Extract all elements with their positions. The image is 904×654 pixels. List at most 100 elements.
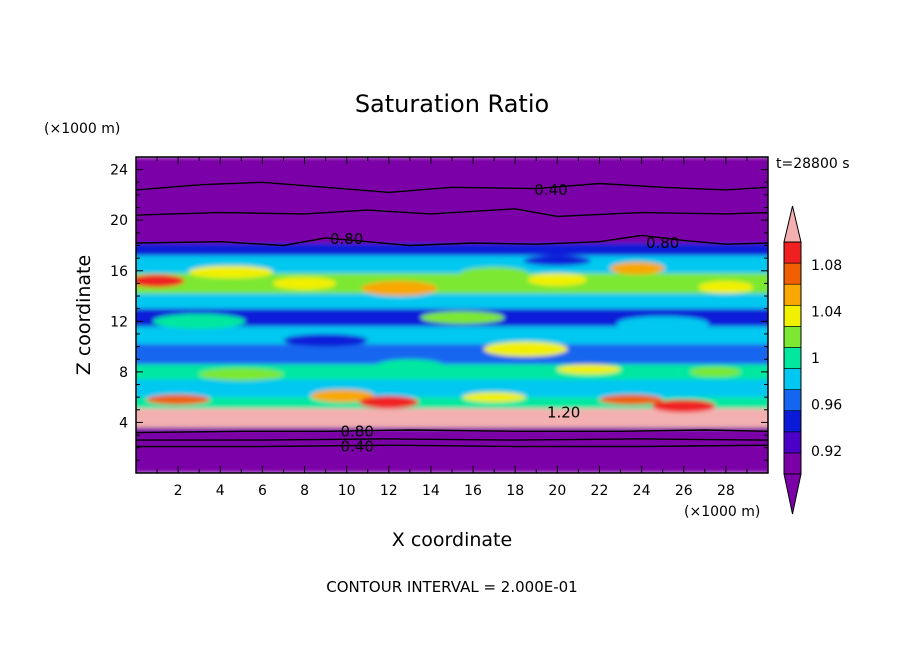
contour-line-4 — [136, 438, 768, 441]
field-cell-2 — [272, 277, 337, 290]
colorbar-swatch-5 — [783, 347, 802, 369]
colorbar-frame — [783, 241, 802, 475]
y-tick-label: 12 — [110, 314, 128, 330]
colorbar: 0.92 0.96 1 1.04 1.08 — [783, 205, 842, 515]
x-unit-label: (×1000 m) — [684, 504, 760, 520]
field-cell-20 — [462, 392, 526, 403]
contour-line-3 — [136, 429, 768, 434]
colorbar-swatch-10 — [783, 241, 802, 264]
y-tick-label: 4 — [119, 415, 128, 431]
field-cell-11 — [283, 333, 368, 347]
field-cell-5 — [527, 273, 587, 286]
y-tick-label: 24 — [110, 163, 128, 179]
field-layer-6 — [136, 344, 768, 365]
contour-line-2 — [136, 234, 768, 247]
x-tick-label: 2 — [174, 483, 183, 499]
contour-interval-note: CONTOUR INTERVAL = 2.000E-01 — [326, 578, 577, 596]
field-layer-12 — [136, 242, 768, 256]
field-cell-14 — [199, 368, 284, 381]
y-tick-label: 16 — [110, 264, 128, 280]
field-layer-9 — [136, 293, 768, 309]
contour-line-0 — [136, 181, 768, 194]
contour-line-1 — [136, 208, 768, 218]
field-cell-6 — [610, 261, 665, 275]
field-layer-4 — [136, 379, 768, 398]
field-cell-3 — [361, 280, 438, 297]
y-axis-label: Z coordinate — [73, 255, 95, 375]
field-layer-0 — [136, 427, 768, 473]
colorbar-swatch-8 — [783, 283, 802, 306]
contour-label-1: 0.80 — [330, 230, 363, 248]
field-layer-1 — [136, 419, 768, 428]
field-layer-13 — [136, 157, 768, 243]
colorbar-swatch-9 — [783, 262, 802, 285]
colorbar-tick-label: 0.92 — [811, 444, 842, 460]
x-tick-label: 4 — [216, 483, 225, 499]
colorbar-under-arrow — [783, 473, 802, 515]
field-cell-18 — [310, 389, 375, 403]
field-layer-3 — [136, 397, 768, 409]
field-cell-7 — [698, 280, 754, 294]
field-cell-19 — [359, 395, 419, 409]
colorbar-swatch-1 — [783, 431, 802, 454]
contour-labels: 0.400.80 0.801.200.800.40 — [330, 181, 679, 456]
chart-title: Saturation Ratio — [355, 90, 549, 118]
colorbar-tick-label: 1.08 — [811, 258, 842, 274]
contour-label-0: 0.40 — [534, 181, 567, 199]
colorbar-swatch-3 — [783, 389, 802, 412]
colorbar-over-arrow — [783, 205, 802, 243]
x-tick-label: 8 — [300, 483, 309, 499]
field-cell-13 — [376, 359, 444, 372]
x-tick-label: 28 — [717, 483, 735, 499]
colorbar-swatch-4 — [783, 368, 802, 390]
contour-label-5: 0.40 — [340, 437, 373, 455]
x-tick-label: 22 — [591, 483, 609, 499]
colorbar-swatch-0 — [783, 452, 802, 475]
field-layer-2 — [136, 408, 768, 420]
field-bands — [136, 157, 768, 473]
field-cell-4 — [460, 266, 528, 280]
contour-label-2: 0.80 — [646, 234, 679, 252]
field-cell-16 — [690, 366, 741, 377]
field-cell-10 — [616, 316, 710, 332]
colorbar-swatch-6 — [783, 326, 802, 348]
x-tick-label: 20 — [548, 483, 566, 499]
field-cell-1 — [188, 265, 273, 279]
x-tick-label: 24 — [633, 483, 651, 499]
x-axis-label: X coordinate — [392, 529, 512, 551]
field-cell-12 — [483, 341, 568, 357]
x-tick-label: 18 — [506, 483, 524, 499]
field-cell-15 — [557, 364, 621, 375]
x-tick-label: 16 — [464, 483, 482, 499]
colorbar-swatch-7 — [783, 304, 802, 327]
contour-lines — [136, 181, 768, 448]
colorbar-swatch-2 — [783, 410, 802, 433]
contour-line-5 — [136, 444, 768, 448]
field-cell-17 — [146, 394, 210, 405]
y-tick-label: 20 — [110, 213, 128, 229]
field-cell-23 — [523, 255, 592, 266]
field-cell-0 — [136, 274, 185, 288]
contour-label-3: 1.20 — [547, 403, 580, 421]
colorbar-tick-label: 0.96 — [811, 397, 842, 413]
x-tick-label: 10 — [338, 483, 356, 499]
field-cell-9 — [420, 311, 505, 324]
colorbar-tick-label: 1 — [811, 351, 820, 367]
field-layer-11 — [136, 255, 768, 274]
x-tick-label: 14 — [422, 483, 440, 499]
time-label: t=28800 s — [776, 156, 850, 172]
contour-label-4: 0.80 — [340, 422, 373, 440]
x-tick-label: 12 — [380, 483, 398, 499]
x-tick-label: 26 — [675, 483, 693, 499]
field-cell-8 — [152, 313, 246, 329]
y-unit-label: (×1000 m) — [44, 121, 120, 137]
y-tick-label: 8 — [119, 365, 128, 381]
field-cell-21 — [599, 394, 663, 405]
saturation-field — [136, 157, 768, 473]
field-cell-22 — [652, 399, 716, 413]
x-tick-label: 6 — [258, 483, 267, 499]
y-axis: 4 8 12 16 20 24 — [110, 163, 768, 461]
x-axis: 2 4 6 8 10 12 14 16 18 20 22 24 26 28 — [156, 157, 748, 499]
colorbar-tick-label: 1.04 — [811, 305, 842, 321]
